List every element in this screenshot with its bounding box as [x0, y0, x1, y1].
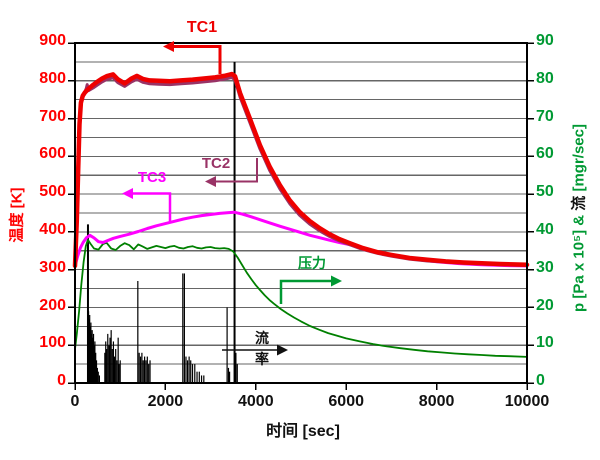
right-axis-title-flow-unit: [mgr/sec] — [570, 124, 588, 196]
ytick-left-label: 100 — [39, 334, 66, 352]
ytick-left-label: 200 — [39, 296, 66, 314]
ytick-right-label: 30 — [536, 258, 554, 276]
xtick-label: 10000 — [504, 393, 550, 411]
annotation-arrowhead-流 — [277, 344, 288, 356]
ytick-right-label: 40 — [536, 220, 554, 238]
annotation-label-TC2: TC2 — [201, 154, 231, 172]
annotation-label-压力: 压力 — [298, 255, 326, 272]
ytick-right-label: 60 — [536, 145, 554, 163]
annotation-line-TC1 — [174, 45, 222, 74]
xtick-label: 0 — [70, 393, 80, 411]
ytick-left-label: 800 — [39, 69, 66, 87]
ytick-left-label: 0 — [57, 372, 66, 390]
xtick-label: 4000 — [238, 393, 274, 411]
series-TC1-curve — [72, 71, 530, 269]
plot-frame — [74, 42, 528, 384]
xtick-label: 6000 — [328, 393, 364, 411]
annotation-arrowhead-TC2 — [205, 176, 216, 187]
ytick-right-label: 0 — [536, 372, 545, 390]
ytick-right-label: 80 — [536, 69, 554, 87]
ytick-left-label: 700 — [39, 107, 66, 125]
annotation-label-率: 率 — [255, 351, 269, 368]
annotation-arrowhead-压力 — [331, 275, 342, 287]
annotation-line-TC3 — [133, 192, 172, 223]
annotation-line-压力 — [279, 279, 331, 304]
annotation-arrowhead-TC1 — [163, 41, 174, 52]
xtick-label: 2000 — [147, 393, 184, 411]
series-压力-curve — [74, 238, 528, 358]
annotation-label-TC3: TC3 — [137, 168, 167, 186]
x-axis-title: 时间 [sec] — [266, 423, 340, 440]
right-axis-title-flow-char: 流 — [570, 195, 588, 211]
right-axis-title: p [Pa x 10⁵] & 流 [mgr/sec] — [568, 124, 589, 312]
ytick-left-label: 300 — [39, 258, 66, 276]
ytick-left-label: 600 — [39, 145, 66, 163]
annotation-label-TC1: TC1 — [186, 19, 218, 37]
ytick-right-label: 90 — [536, 32, 554, 50]
ytick-right-label: 10 — [536, 334, 554, 352]
annotation-label-流: 流 — [255, 330, 269, 347]
right-axis-title-pressure-part: p [Pa x 10⁵] & — [570, 210, 588, 312]
annotation-line-TC2 — [216, 158, 258, 183]
annotation-arrowhead-TC3 — [122, 188, 133, 199]
ytick-left-label: 900 — [39, 32, 66, 50]
ytick-right-label: 70 — [536, 107, 554, 125]
ytick-left-label: 500 — [39, 183, 66, 201]
ytick-right-label: 20 — [536, 296, 554, 314]
ytick-right-label: 50 — [536, 183, 554, 201]
xtick-label: 8000 — [418, 393, 455, 411]
ytick-left-label: 400 — [39, 220, 66, 238]
